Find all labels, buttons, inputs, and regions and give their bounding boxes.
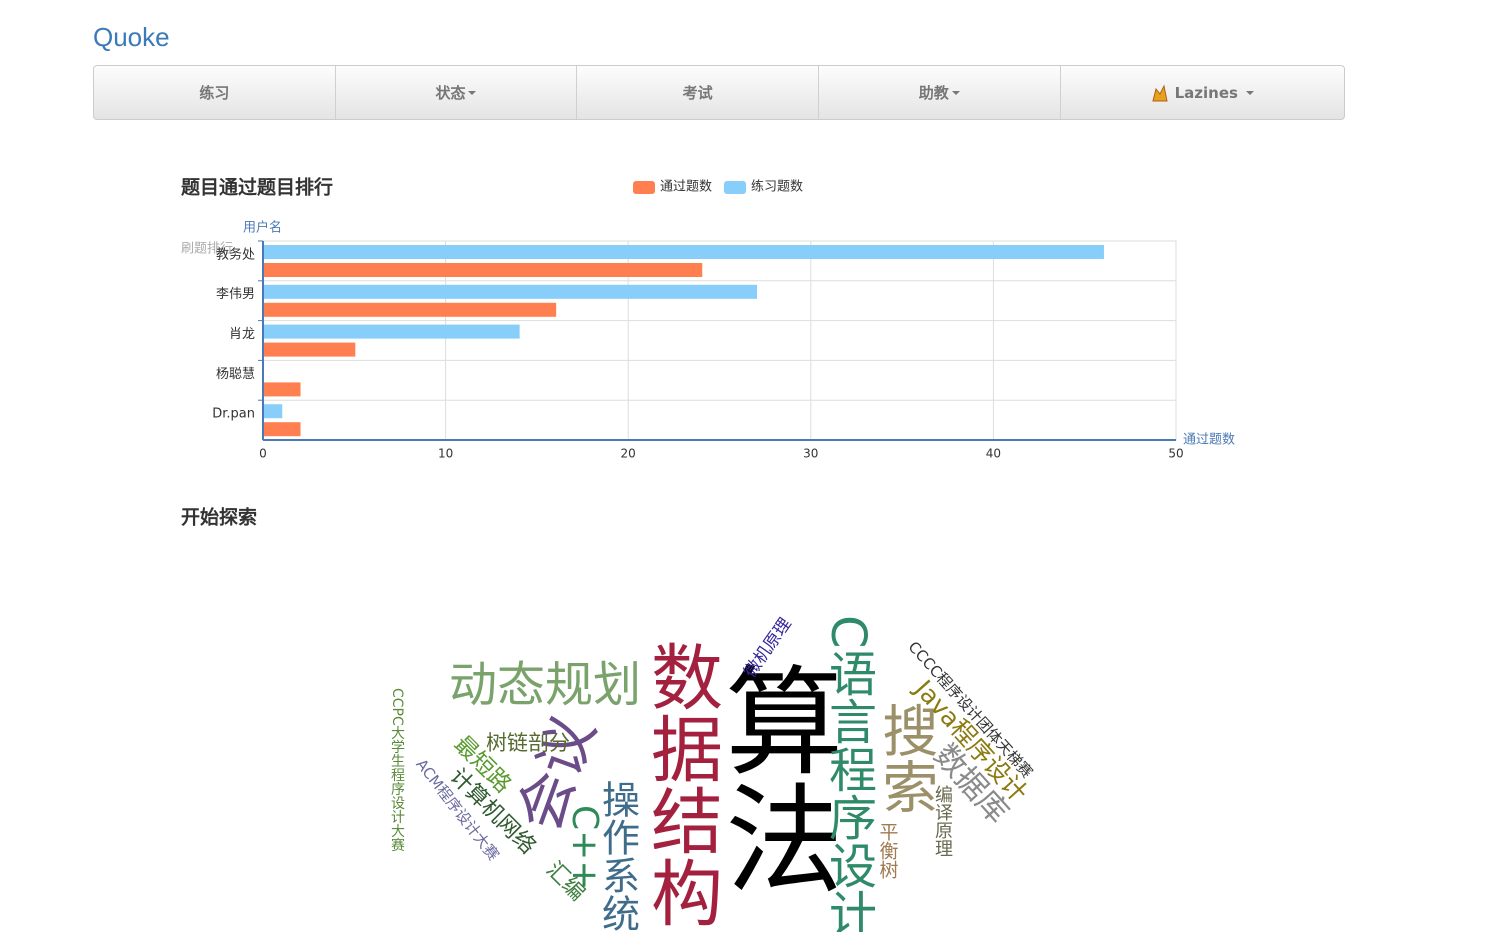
cloud-word: 计算机网络: [445, 764, 540, 859]
nav-user[interactable]: Lazines: [1061, 66, 1344, 119]
x-tick-label: 20: [621, 447, 636, 461]
cloud-word: 数据库: [927, 737, 1016, 830]
y-axis-label: 用户名: [243, 220, 282, 236]
y-tick-label: 李伟男: [216, 287, 255, 302]
cloud-word: C语言程序设计: [820, 615, 876, 932]
bar: [264, 284, 758, 299]
nav-label: 考试: [682, 84, 713, 102]
nav-item[interactable]: 状态: [336, 66, 578, 119]
cloud-word: 数据结构: [638, 640, 722, 928]
cloud-word: 汇编: [541, 857, 590, 906]
cloud-word: 树链剖分: [486, 731, 570, 755]
bar: [264, 263, 703, 277]
bar: [264, 342, 356, 357]
nav-label: 练习: [199, 84, 230, 102]
bar: [264, 302, 557, 317]
y-tick-label: Dr.pan: [212, 407, 255, 422]
legend-swatch: [724, 181, 747, 194]
legend-swatch: [633, 181, 655, 194]
nav-label: Lazines: [1174, 83, 1238, 102]
cloud-word: 编译原理: [932, 785, 953, 857]
cloud-word: 操作系统: [596, 780, 640, 932]
cloud-word: 动态规划: [449, 657, 641, 713]
cloud-word: C++: [564, 805, 605, 890]
cloud-word: 搜索: [873, 702, 938, 814]
x-axis-label: 通过题数: [1183, 433, 1235, 448]
legend-label: 练习题数: [751, 180, 803, 195]
bar: [264, 382, 301, 397]
nav-item[interactable]: 练习: [94, 66, 336, 119]
cloud-word: 微机原理: [740, 614, 795, 681]
plot-frame: [262, 240, 1177, 441]
nav-label: 助教: [918, 84, 949, 102]
y-tick-label: 杨聪慧: [216, 366, 255, 382]
caret: [1245, 90, 1254, 95]
y-tick-label: 肖龙: [229, 327, 255, 342]
legend-label: 通过题数: [660, 180, 712, 195]
x-tick-label: 30: [803, 447, 818, 461]
brand[interactable]: Quoke: [93, 22, 170, 52]
user-icon: [1151, 83, 1168, 101]
bar: [264, 404, 283, 419]
navbar: 练习 状态 考试 助教 Lazines: [93, 65, 1345, 120]
x-tick-label: 10: [438, 447, 453, 461]
cloud-word: 会议: [505, 708, 609, 840]
cloud-word: CCCC程序设计团体天梯赛: [904, 638, 1036, 782]
bar: [264, 245, 1104, 259]
nav-item[interactable]: 助教: [819, 66, 1061, 119]
caret: [468, 90, 477, 95]
x-tick-label: 50: [1168, 447, 1183, 461]
nav-label: 状态: [435, 84, 466, 102]
cloud-word: Java程序设计: [908, 673, 1033, 807]
chart-subtitle: 刷题排行: [181, 242, 233, 257]
bar: [264, 422, 301, 437]
cloud-word: ACM程序设计大赛: [412, 756, 502, 864]
bar: [264, 324, 520, 339]
caret: [951, 90, 960, 95]
cloud-word: 平衡树: [877, 822, 899, 879]
chart-title: 题目通过题目排行: [181, 176, 333, 199]
nav-item[interactable]: 考试: [577, 66, 819, 119]
cloud-word: 算法: [705, 660, 843, 896]
section-title: 开始探索: [181, 506, 257, 529]
x-tick-label: 0: [259, 447, 267, 461]
y-tick-label: 教务处: [216, 246, 255, 262]
cloud-word: CCPC大学生程序设计大赛: [389, 688, 405, 852]
cloud-word: 最短路: [449, 731, 516, 798]
x-tick-label: 40: [986, 447, 1001, 461]
